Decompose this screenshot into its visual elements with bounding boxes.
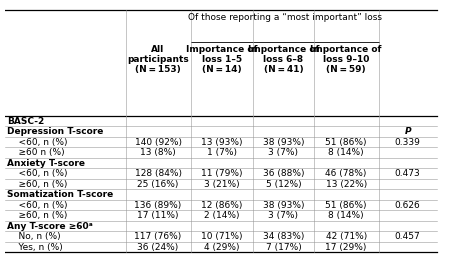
- Text: 117 (76%): 117 (76%): [135, 232, 182, 241]
- Text: Any T-score ≥60ᵃ: Any T-score ≥60ᵃ: [7, 222, 93, 231]
- Text: 51 (86%): 51 (86%): [326, 201, 367, 210]
- Text: 46 (78%): 46 (78%): [326, 169, 367, 178]
- Text: All
participants
(N = 153): All participants (N = 153): [127, 45, 189, 74]
- Text: 8 (14%): 8 (14%): [328, 211, 364, 220]
- Text: <60, n (%): <60, n (%): [7, 201, 68, 210]
- Text: Importance of
loss 6–8
(N = 41): Importance of loss 6–8 (N = 41): [248, 45, 319, 74]
- Text: 25 (16%): 25 (16%): [137, 180, 179, 189]
- Text: ≥60, n (%): ≥60, n (%): [7, 211, 67, 220]
- Text: 38 (93%): 38 (93%): [263, 138, 304, 147]
- Text: 10 (71%): 10 (71%): [201, 232, 243, 241]
- Text: Yes, n (%): Yes, n (%): [7, 243, 63, 252]
- Text: ≥60 n (%): ≥60 n (%): [7, 148, 64, 157]
- Text: 17 (11%): 17 (11%): [137, 211, 179, 220]
- Text: 42 (71%): 42 (71%): [326, 232, 367, 241]
- Text: 4 (29%): 4 (29%): [204, 243, 240, 252]
- Text: 0.473: 0.473: [395, 169, 420, 178]
- Text: 3 (7%): 3 (7%): [268, 148, 299, 157]
- Text: Of those reporting a “most important” loss: Of those reporting a “most important” lo…: [188, 13, 382, 22]
- Text: No, n (%): No, n (%): [7, 232, 61, 241]
- Text: 34 (83%): 34 (83%): [263, 232, 304, 241]
- Text: Importance of
loss 1–5
(N = 14): Importance of loss 1–5 (N = 14): [186, 45, 258, 74]
- Text: 2 (14%): 2 (14%): [204, 211, 240, 220]
- Text: 0.339: 0.339: [395, 138, 420, 147]
- Text: 1 (7%): 1 (7%): [207, 148, 237, 157]
- Text: <60, n (%): <60, n (%): [7, 138, 68, 147]
- Text: 13 (93%): 13 (93%): [201, 138, 243, 147]
- Text: 0.626: 0.626: [395, 201, 420, 210]
- Text: 13 (8%): 13 (8%): [140, 148, 176, 157]
- Text: 36 (88%): 36 (88%): [263, 169, 304, 178]
- Text: 12 (86%): 12 (86%): [201, 201, 243, 210]
- Text: Anxiety T-score: Anxiety T-score: [7, 159, 85, 168]
- Text: P: P: [404, 127, 411, 136]
- Text: Importance of
loss 9–10
(N = 59): Importance of loss 9–10 (N = 59): [310, 45, 382, 74]
- Text: 51 (86%): 51 (86%): [326, 138, 367, 147]
- Text: 17 (29%): 17 (29%): [326, 243, 367, 252]
- Text: Depression T-score: Depression T-score: [7, 127, 103, 136]
- Text: 0.457: 0.457: [395, 232, 420, 241]
- Text: 3 (7%): 3 (7%): [268, 211, 299, 220]
- Text: BASC-2: BASC-2: [7, 117, 44, 126]
- Text: 11 (79%): 11 (79%): [201, 169, 243, 178]
- Text: 5 (12%): 5 (12%): [265, 180, 301, 189]
- Text: 36 (24%): 36 (24%): [137, 243, 179, 252]
- Text: 128 (84%): 128 (84%): [135, 169, 182, 178]
- Text: 3 (21%): 3 (21%): [204, 180, 240, 189]
- Text: 13 (22%): 13 (22%): [326, 180, 367, 189]
- Text: Somatization T-score: Somatization T-score: [7, 190, 113, 199]
- Text: 7 (17%): 7 (17%): [265, 243, 301, 252]
- Text: 136 (89%): 136 (89%): [135, 201, 182, 210]
- Text: 8 (14%): 8 (14%): [328, 148, 364, 157]
- Text: ≥60, n (%): ≥60, n (%): [7, 180, 67, 189]
- Text: 140 (92%): 140 (92%): [135, 138, 182, 147]
- Text: 38 (93%): 38 (93%): [263, 201, 304, 210]
- Text: <60, n (%): <60, n (%): [7, 169, 68, 178]
